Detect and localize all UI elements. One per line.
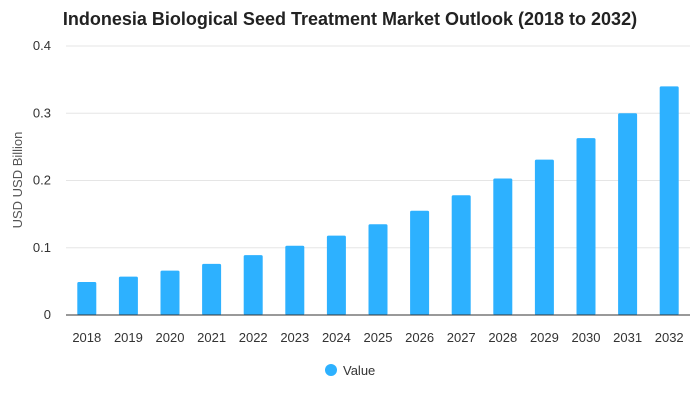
- legend-label: Value: [343, 363, 375, 378]
- bar-2031[interactable]: [618, 113, 638, 315]
- bar-2024[interactable]: [326, 235, 346, 315]
- bar-2018[interactable]: [77, 282, 97, 315]
- y-tick-labels: 0 0.1 0.2 0.3 0.4: [33, 38, 51, 322]
- x-tick-label: 2019: [114, 330, 143, 345]
- chart-title: Indonesia Biological Seed Treatment Mark…: [63, 9, 637, 29]
- legend-swatch: [325, 364, 337, 376]
- bars: [77, 86, 679, 315]
- x-tick-label: 2030: [572, 330, 601, 345]
- legend[interactable]: Value: [325, 363, 375, 378]
- y-tick-label: 0: [44, 307, 51, 322]
- x-tick-label: 2020: [156, 330, 185, 345]
- x-tick-label: 2027: [447, 330, 476, 345]
- x-tick-label: 2025: [364, 330, 393, 345]
- x-tick-label: 2031: [613, 330, 642, 345]
- bar-2020[interactable]: [160, 270, 180, 315]
- x-tick-label: 2026: [405, 330, 434, 345]
- x-tick-label: 2023: [280, 330, 309, 345]
- x-tick-label: 2021: [197, 330, 226, 345]
- x-tick-label: 2028: [488, 330, 517, 345]
- grid-lines: [66, 45, 690, 249]
- bar-2019[interactable]: [118, 276, 138, 315]
- y-axis-label: USD USD Billion: [10, 132, 25, 229]
- bar-2029[interactable]: [534, 159, 554, 315]
- y-tick-label: 0.3: [33, 105, 51, 120]
- x-tick-label: 2024: [322, 330, 351, 345]
- bar-2026[interactable]: [410, 210, 430, 315]
- x-tick-label: 2029: [530, 330, 559, 345]
- y-tick-label: 0.2: [33, 173, 51, 188]
- bar-2021[interactable]: [202, 263, 222, 315]
- x-tick-label: 2022: [239, 330, 268, 345]
- x-tick-label: 2018: [72, 330, 101, 345]
- x-tick-label: 2032: [655, 330, 684, 345]
- bar-2028[interactable]: [493, 178, 513, 315]
- bar-2022[interactable]: [243, 255, 263, 315]
- bar-2032[interactable]: [659, 86, 679, 315]
- bar-2023[interactable]: [285, 245, 305, 315]
- bar-2030[interactable]: [576, 138, 596, 315]
- x-tick-labels: 2018 2019 2020 2021 2022 2023 2024 2025 2026 2027…: [72, 330, 683, 345]
- y-tick-label: 0.1: [33, 240, 51, 255]
- y-tick-label: 0.4: [33, 38, 51, 53]
- bar-2025[interactable]: [368, 224, 388, 315]
- bar-2027[interactable]: [451, 195, 471, 315]
